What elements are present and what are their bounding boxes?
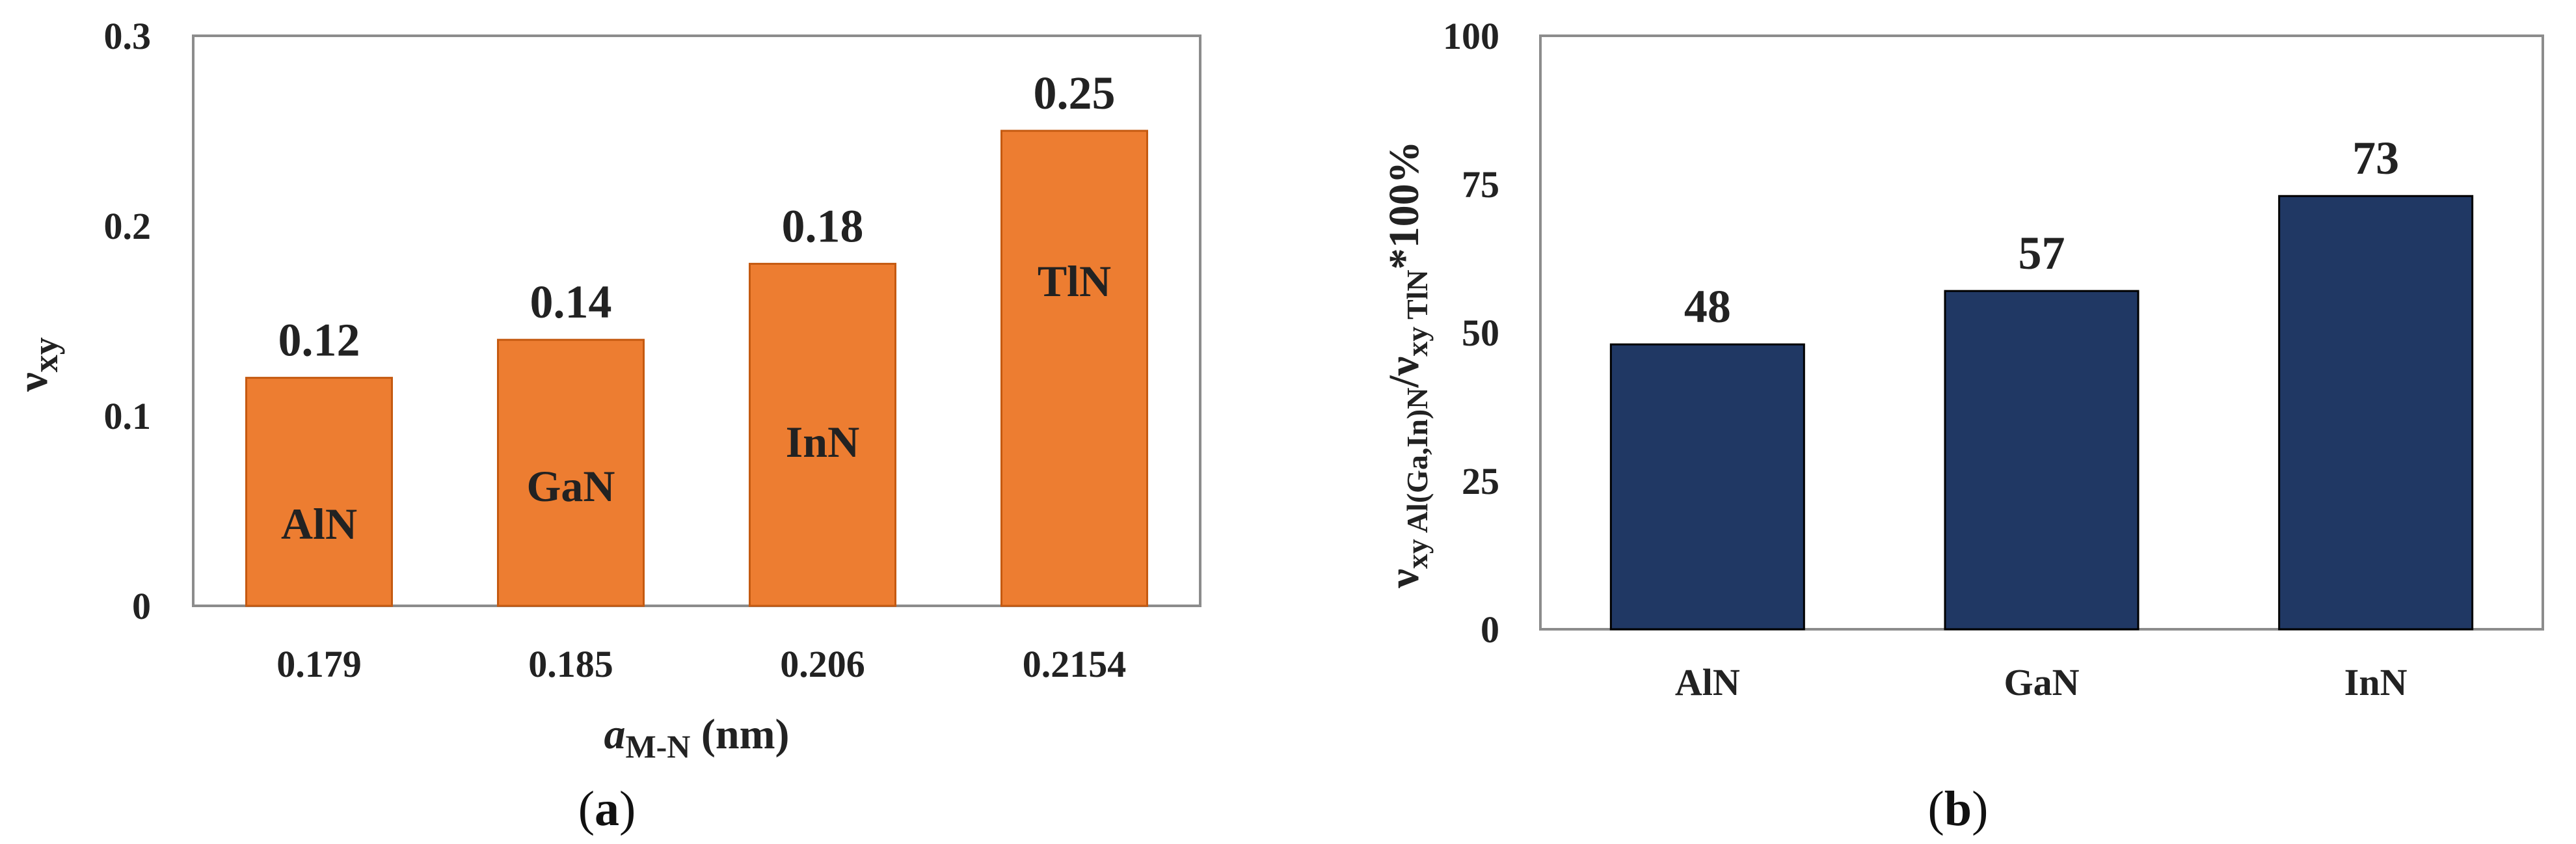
y-tick-label-b: 75	[1462, 163, 1499, 206]
x-tick-label-b: InN	[2344, 661, 2408, 703]
y-ticks-a: 0 0.1 0.2 0.3	[104, 15, 152, 627]
data-label-b: 73	[2352, 132, 2399, 184]
y-axis-label-a: νxy	[9, 337, 65, 392]
y-axis-label-b: νxy Al(Ga,In)N/νxy TlN*100%	[1380, 141, 1434, 588]
data-label-a: 0.14	[530, 276, 612, 328]
y-axis-label-a-main: ν	[9, 372, 57, 392]
bar-b	[2278, 195, 2474, 631]
y-axis-label-b-part-4: xy TlN	[1401, 269, 1434, 356]
x-tick-label-a: 0.185	[528, 643, 613, 685]
chart-b: 0 25 50 75 100 48 57 73 AlN GaN InN νxy Al(Ga,In…	[1380, 15, 2544, 836]
y-ticks-b: 0 25 50 75 100	[1443, 15, 1499, 651]
bar-a	[497, 338, 645, 607]
data-label-b: 48	[1684, 280, 1731, 333]
bar-inner-label-a: GaN	[527, 461, 615, 511]
bars-b: 48 57 73	[1609, 132, 2474, 631]
y-tick-label-b: 0	[1481, 608, 1499, 651]
bar-a	[245, 377, 393, 607]
y-tick-label-a: 0.2	[104, 205, 152, 247]
y-axis-label-a-sub: xy	[26, 337, 65, 372]
y-tick-label-a: 0.1	[104, 395, 152, 437]
x-axis-label-a: aM-N (nm)	[604, 711, 789, 765]
x-axis-label-a-italic: a	[604, 711, 625, 758]
y-tick-label-b: 100	[1443, 15, 1499, 57]
y-axis-label-b-part-1: ν	[1380, 569, 1428, 589]
y-tick-label-b: 50	[1462, 312, 1499, 354]
x-axis-label-a-sub: M-N	[625, 728, 690, 765]
bar-b	[1609, 343, 1805, 631]
x-tick-label-a: 0.2154	[1023, 643, 1127, 685]
y-tick-label-a: 0.3	[104, 15, 152, 57]
y-axis-label-b-part-2: xy Al(Ga,In)N	[1401, 388, 1434, 569]
x-axis-label-a-unit: (nm)	[690, 711, 789, 758]
x-tick-label-b: GaN	[2004, 661, 2080, 703]
x-ticks-b: AlN GaN InN	[1675, 661, 2408, 703]
data-label-a: 0.18	[782, 200, 864, 252]
data-label-a: 0.12	[278, 314, 360, 366]
y-axis-label-b-part-5: *100%	[1380, 141, 1428, 269]
y-tick-label-b: 25	[1462, 460, 1499, 502]
x-ticks-a: 0.179 0.185 0.206 0.2154	[276, 643, 1126, 685]
y-tick-label-a: 0	[132, 585, 151, 627]
x-tick-label-a: 0.179	[276, 643, 362, 685]
data-label-b: 57	[2019, 227, 2065, 279]
panel-label-a: (a)	[578, 782, 636, 836]
data-label-a: 0.25	[1034, 67, 1116, 119]
chart-a: 00.10.20.3 0.12AlN0.14GaN0.18InN0.25TlN …	[9, 15, 1201, 836]
x-tick-label-a: 0.206	[780, 643, 865, 685]
panel-label-b: (b)	[1928, 782, 1989, 836]
bar-inner-label-a: InN	[786, 417, 859, 467]
x-tick-label-b: AlN	[1675, 661, 1740, 703]
bar-inner-label-a: TlN	[1038, 256, 1111, 306]
panel-letter-b: b	[1944, 782, 1972, 836]
bar-b	[1944, 290, 2140, 631]
bars-a: 0.12 AlN 0.14 GaN 0.18 InN 0.25 TlN	[245, 67, 1148, 607]
bar-inner-label-a: AlN	[281, 499, 357, 549]
bar-a	[749, 262, 896, 607]
panel-letter-a: a	[595, 782, 619, 836]
y-axis-label-b-part-3: /ν	[1380, 357, 1428, 388]
bar-a	[1000, 129, 1148, 607]
